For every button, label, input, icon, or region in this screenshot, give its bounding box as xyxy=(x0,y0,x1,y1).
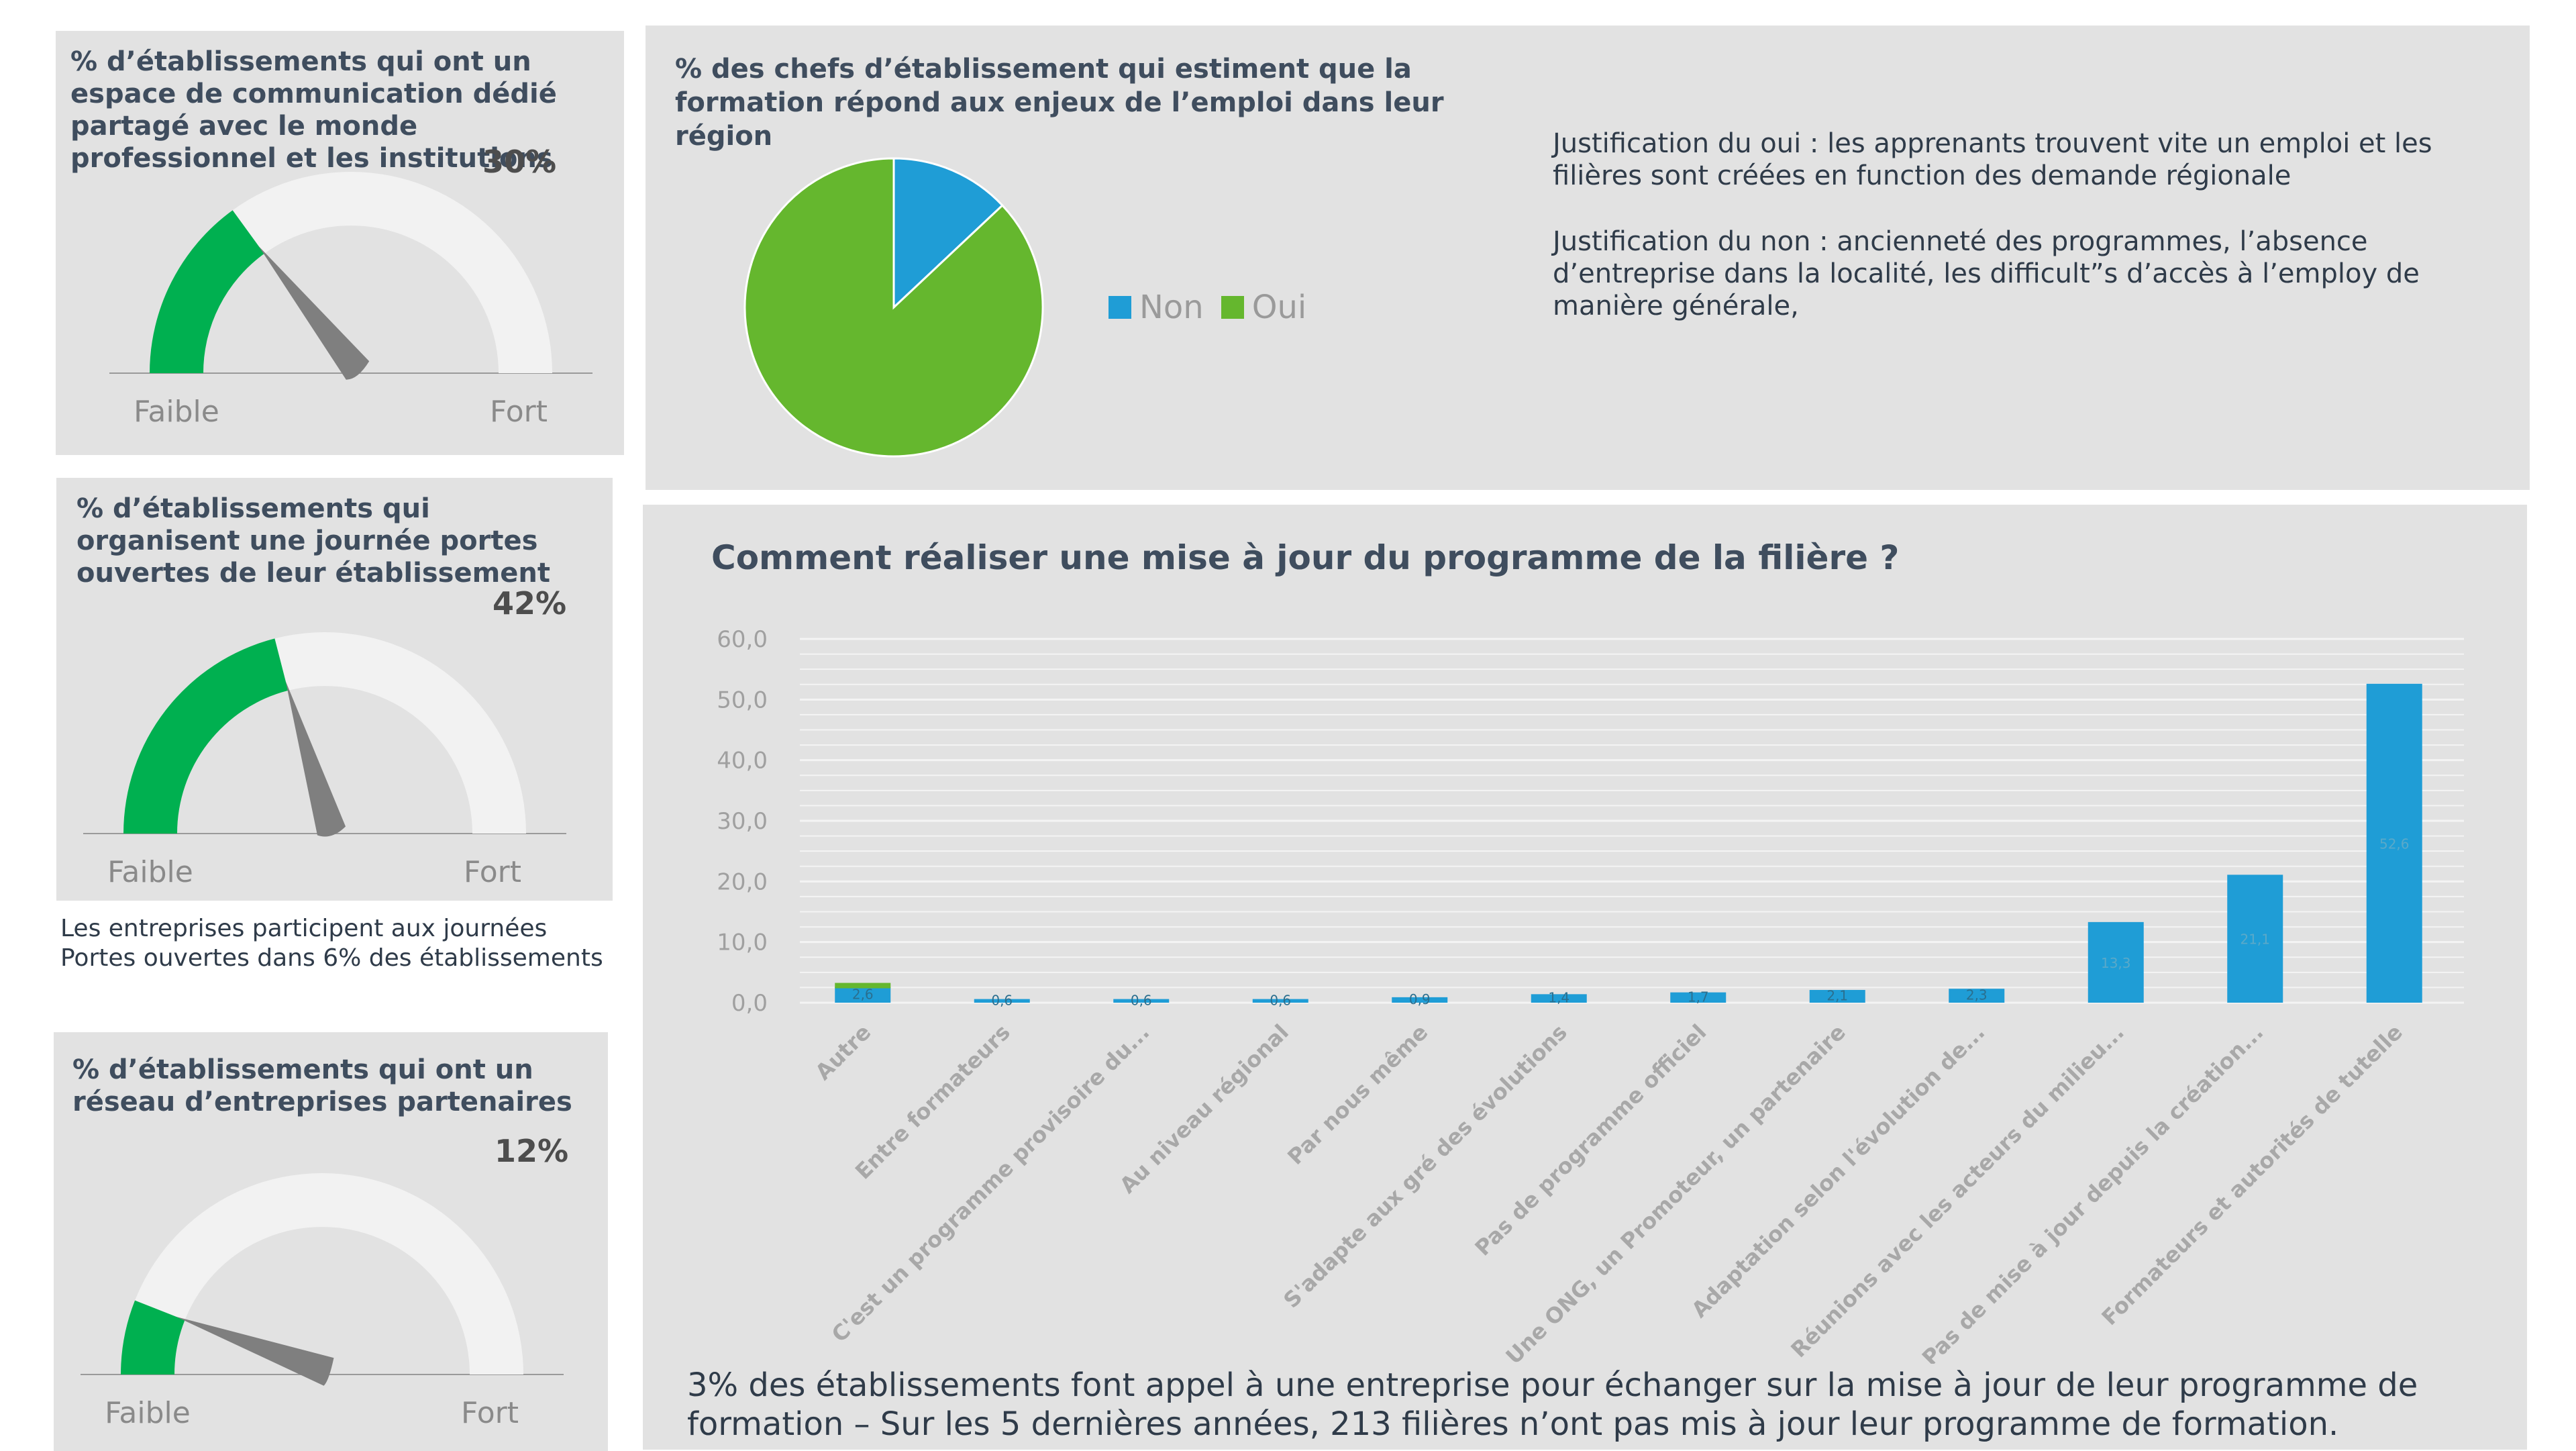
gauge-track xyxy=(121,1173,523,1374)
bar xyxy=(2227,874,2283,1003)
pie-title: % des chefs d’établissement qui estiment… xyxy=(675,54,1444,152)
bar xyxy=(1113,999,1170,1003)
bar-value-label: 2,6 xyxy=(852,986,874,1002)
pie-slice-non xyxy=(892,157,1004,310)
y-tick-label: 30,0 xyxy=(717,808,768,835)
gauge-needle xyxy=(285,681,346,837)
bar-value-label: 1,7 xyxy=(1688,989,1709,1005)
bar-value-label: 21,1 xyxy=(2240,932,2270,948)
bar-segment-top xyxy=(835,983,891,989)
gauge-high-label: Fort xyxy=(490,395,548,429)
gauge-fill xyxy=(150,210,264,373)
bar xyxy=(2088,921,2144,1003)
x-category-label: Adaptation selon l'évolution de... xyxy=(1686,1019,1990,1323)
bar-value-label: 52,6 xyxy=(2379,836,2410,852)
bar xyxy=(1670,992,1727,1003)
gauge-low-label: Faible xyxy=(107,855,193,889)
x-category-label: Entre formateurs xyxy=(850,1019,1015,1185)
pie-chart xyxy=(743,157,1044,458)
bar-value-label: 0,9 xyxy=(1409,991,1431,1007)
y-tick-label: 60,0 xyxy=(717,626,768,653)
footer-note: 3% des établissements font appel à une e… xyxy=(687,1366,2418,1443)
bar-value-label: 2,1 xyxy=(1826,988,1848,1004)
bar-value-label: 13,3 xyxy=(2101,955,2131,971)
gauge-chart: Faible Fort xyxy=(81,1173,564,1430)
x-category-label: C'est un programme provisoire du... xyxy=(827,1019,1155,1348)
legend-swatch-non xyxy=(1109,296,1131,319)
gauge-low-label: Faible xyxy=(105,1396,191,1430)
justification-oui: Justification du oui : les apprenants tr… xyxy=(1553,128,2432,191)
bar xyxy=(1392,997,1448,1003)
x-category-label: Autre xyxy=(811,1019,876,1085)
bar xyxy=(1949,989,2005,1003)
gauge-panel-partner-network: % d’établissements qui ont un réseau d’e… xyxy=(54,1032,608,1451)
gauge-needle xyxy=(176,1316,334,1386)
x-category-label: Pas de programme officiel xyxy=(1470,1019,1712,1261)
legend-item-oui: Oui xyxy=(1221,289,1307,326)
bar-value-label: 2,3 xyxy=(1966,987,1988,1003)
gauge-title: % d’établissements qui ont un réseau d’e… xyxy=(72,1054,572,1117)
bar-chart: 0,0 10,0 20,0 30,0 40,0 50,0 60,0 2,6 Autre 0,6 En… xyxy=(717,626,2464,1364)
y-tick-label: 50,0 xyxy=(717,687,768,713)
gauge-panel-open-days: % d’établissements qui organisent une jo… xyxy=(56,478,613,901)
y-tick-label: 10,0 xyxy=(717,930,768,956)
bar xyxy=(974,999,1030,1003)
gauge-chart: Faible Fort xyxy=(83,632,566,889)
open-days-note: Les entreprises participent aux journées… xyxy=(60,915,603,972)
gauge-fill xyxy=(123,638,289,834)
bar xyxy=(1531,994,1587,1003)
gauge-percent: 30% xyxy=(482,144,557,180)
gauge-title: % d’établissements qui ont un espace de … xyxy=(70,46,557,174)
x-category-label: S'adapte aux gré des évolutions xyxy=(1278,1019,1572,1313)
gauge-panel-communication: % d’établissements qui ont un espace de … xyxy=(56,31,624,455)
y-tick-label: 20,0 xyxy=(717,868,768,895)
bar-value-label: 0,6 xyxy=(991,992,1013,1008)
gauge-chart: Faible Fort xyxy=(109,172,593,429)
bar xyxy=(2366,683,2422,1003)
legend-label-oui: Oui xyxy=(1251,289,1307,326)
x-category-label: Réunions avec les acteurs du milieu... xyxy=(1786,1019,2128,1362)
gauge-track xyxy=(150,172,552,373)
gauge-high-label: Fort xyxy=(461,1396,519,1430)
bar-value-label: 0,6 xyxy=(1270,992,1291,1008)
y-tick-label: 0,0 xyxy=(731,990,768,1017)
bar xyxy=(835,987,891,1003)
legend-item-non: Non xyxy=(1109,289,1204,326)
pie-slice-oui xyxy=(743,157,1044,458)
gauge-percent: 12% xyxy=(495,1133,569,1169)
justification-non: Justification du non : ancienneté des pr… xyxy=(1553,226,2420,321)
gauge-percent: 42% xyxy=(493,585,567,621)
gauge-needle xyxy=(258,246,370,380)
x-category-label: Formateurs et autorités de tutelle xyxy=(2097,1019,2408,1330)
gauge-title: % d’établissements qui organisent une jo… xyxy=(76,493,550,589)
gauge-high-label: Fort xyxy=(464,855,521,889)
y-tick-label: 40,0 xyxy=(717,748,768,774)
pie-legend: Non Oui xyxy=(1109,289,1306,326)
bar xyxy=(1809,990,1865,1003)
bar-value-label: 0,6 xyxy=(1131,992,1152,1008)
gauge-fill xyxy=(121,1300,185,1374)
bar-chart-title: Comment réaliser une mise à jour du prog… xyxy=(711,538,1900,577)
bar-value-label: 1,4 xyxy=(1548,990,1569,1006)
x-category-label: Par nous même xyxy=(1282,1019,1433,1170)
bar xyxy=(1252,999,1308,1003)
gauge-low-label: Faible xyxy=(134,395,219,429)
legend-swatch-oui xyxy=(1221,296,1244,319)
pie-panel: % des chefs d’établissement qui estiment… xyxy=(646,26,2530,490)
legend-label-non: Non xyxy=(1139,289,1204,326)
bar-panel: Comment réaliser une mise à jour du prog… xyxy=(643,505,2527,1450)
